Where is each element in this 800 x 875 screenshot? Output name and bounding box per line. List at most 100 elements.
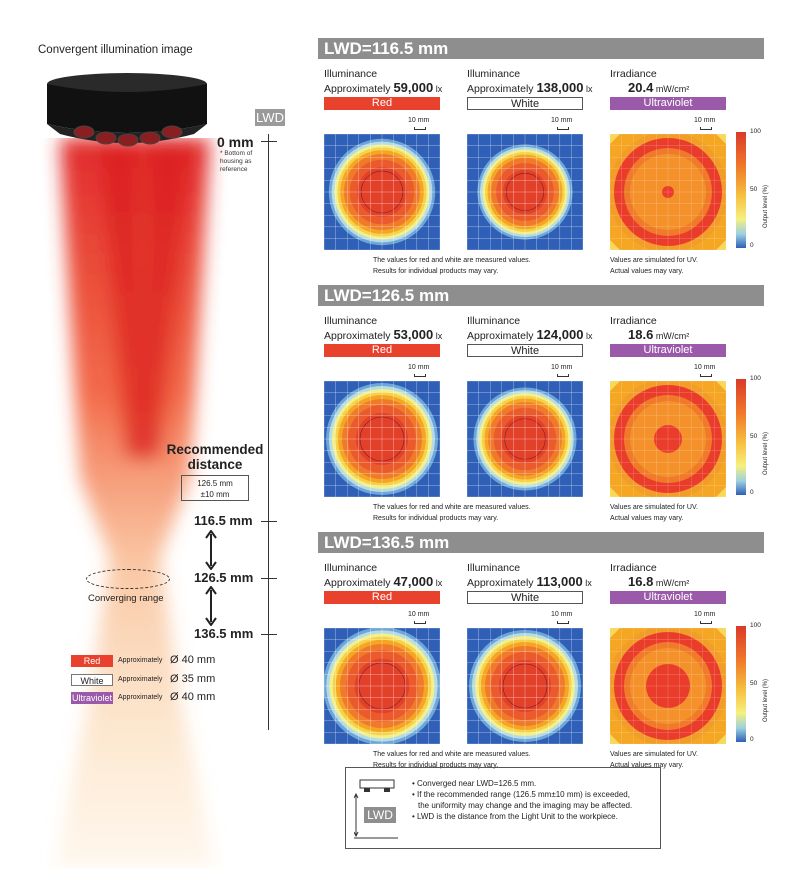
notes-text: • Converged near LWD=126.5 mm. • If the …	[412, 778, 658, 822]
measure-type-label: Illuminance	[324, 562, 378, 574]
colorbar-tick-100: 100	[750, 128, 761, 135]
light-color-bar: Ultraviolet	[610, 97, 726, 110]
distance-axis	[268, 134, 269, 730]
measure-unit: mW/cm²	[653, 578, 690, 588]
recommended-distance-title: Recommended distance	[166, 442, 264, 472]
light-color-bar: White	[467, 591, 583, 604]
uv-irradiance-map	[610, 628, 726, 744]
scale-label: 10 mm	[694, 117, 716, 124]
zero-mm-label: 0 mm	[217, 134, 254, 150]
scale-bar	[414, 374, 426, 377]
measure-unit: lx	[433, 331, 443, 341]
light-beam-illustration	[55, 138, 215, 868]
output-level-colorbar	[736, 626, 746, 742]
axis-tick-116	[261, 521, 277, 522]
measure-type-label: Irradiance	[610, 562, 657, 574]
scale-bar	[414, 127, 426, 130]
measured-note-line2: Results for individual products may vary…	[373, 762, 499, 769]
scale-label: 10 mm	[551, 117, 573, 124]
colorbar-tick-0: 0	[750, 489, 754, 496]
measure-value: 138,000	[536, 80, 584, 95]
legend-diameter: Ø 35 mm	[170, 673, 216, 685]
measured-note-line2: Results for individual products may vary…	[373, 515, 499, 522]
measure-type-label: Irradiance	[610, 315, 657, 327]
light-color-bar: Red	[324, 344, 440, 357]
colorbar-tick-50: 50	[750, 433, 758, 440]
measure-value: 59,000	[393, 80, 434, 95]
light-color-bar: Red	[324, 591, 440, 604]
notes-box: LWD • Converged near LWD=126.5 mm. • If …	[345, 767, 661, 849]
red-illuminance-map	[324, 134, 440, 250]
measure-type-label: Illuminance	[467, 562, 521, 574]
legend-tag: Ultraviolet	[71, 692, 113, 704]
distance-136-label: 136.5 mm	[194, 626, 254, 641]
measure-value: 20.4	[628, 80, 654, 95]
section-header: LWD=116.5 mm	[318, 38, 764, 59]
scale-bar	[557, 621, 569, 624]
scale-label: 10 mm	[694, 364, 716, 371]
scale-label: 10 mm	[408, 611, 430, 618]
note-line: • LWD is the distance from the Light Uni…	[412, 812, 618, 821]
measure-unit: mW/cm²	[653, 331, 690, 341]
light-color-bar: Red	[324, 97, 440, 110]
white-illuminance-map	[467, 134, 583, 250]
measure-type-label: Illuminance	[324, 68, 378, 80]
scale-bar	[557, 127, 569, 130]
measure-value-row: 20.4 mW/cm²	[628, 80, 689, 95]
section-header: LWD=126.5 mm	[318, 285, 764, 306]
measure-unit: lx	[582, 578, 592, 588]
section-header: LWD=136.5 mm	[318, 532, 764, 553]
measure-value-row: 18.6 mW/cm²	[628, 327, 689, 342]
legend-approx: Approximately	[118, 676, 163, 683]
white-illuminance-map	[467, 628, 583, 744]
measure-unit: lx	[433, 578, 443, 588]
measure-value: 53,000	[393, 327, 434, 342]
distance-126-label: 126.5 mm	[194, 570, 254, 585]
scale-label: 10 mm	[551, 611, 573, 618]
lwd-diagram-icon	[354, 779, 398, 839]
range-arrow-lower	[205, 586, 217, 626]
measure-prefix: Approximately	[467, 83, 537, 95]
measure-value-row: Approximately 53,000 lx	[324, 327, 442, 342]
uv-note-line1: Values are simulated for UV.	[610, 751, 698, 758]
colorbar-title: Output level (%)	[763, 431, 769, 475]
scale-bar	[414, 621, 426, 624]
scale-bar	[700, 127, 712, 130]
legend-approx: Approximately	[118, 657, 163, 664]
note-line: the uniformity may change and the imagin…	[418, 801, 633, 810]
measure-type-label: Irradiance	[610, 68, 657, 80]
legend-diameter: Ø 40 mm	[170, 691, 216, 703]
measured-note-line2: Results for individual products may vary…	[373, 268, 499, 275]
measure-value: 113,000	[536, 574, 583, 589]
colorbar-tick-0: 0	[750, 242, 754, 249]
measure-value: 18.6	[628, 327, 654, 342]
measure-unit: lx	[433, 84, 443, 94]
light-color-bar: White	[467, 97, 583, 110]
measure-value-row: Approximately 138,000 lx	[467, 80, 592, 95]
uv-irradiance-map	[610, 381, 726, 497]
measure-value: 16.8	[628, 574, 654, 589]
uv-note-line1: Values are simulated for UV.	[610, 257, 698, 264]
red-illuminance-map	[324, 381, 440, 497]
scale-bar	[700, 374, 712, 377]
colorbar-tick-50: 50	[750, 186, 758, 193]
scale-bar	[700, 621, 712, 624]
converging-range-label: Converging range	[88, 593, 164, 604]
scale-label: 10 mm	[408, 117, 430, 124]
uv-note-line2: Actual values may vary.	[610, 515, 684, 522]
legend-diameter: Ø 40 mm	[170, 654, 216, 666]
light-color-bar: Ultraviolet	[610, 344, 726, 357]
uv-note-line2: Actual values may vary.	[610, 268, 684, 275]
colorbar-tick-100: 100	[750, 622, 761, 629]
output-level-colorbar	[736, 379, 746, 495]
red-illuminance-map	[324, 628, 440, 744]
output-level-colorbar	[736, 132, 746, 248]
legend-tag: Red	[71, 655, 113, 667]
uv-note-line2: Actual values may vary.	[610, 762, 684, 769]
measure-prefix: Approximately	[324, 330, 394, 342]
measure-unit: lx	[583, 331, 593, 341]
note-line: • Converged near LWD=126.5 mm.	[412, 779, 537, 788]
axis-tick-126	[261, 578, 277, 579]
light-color-bar: White	[467, 344, 583, 357]
axis-tick-0	[261, 141, 277, 142]
